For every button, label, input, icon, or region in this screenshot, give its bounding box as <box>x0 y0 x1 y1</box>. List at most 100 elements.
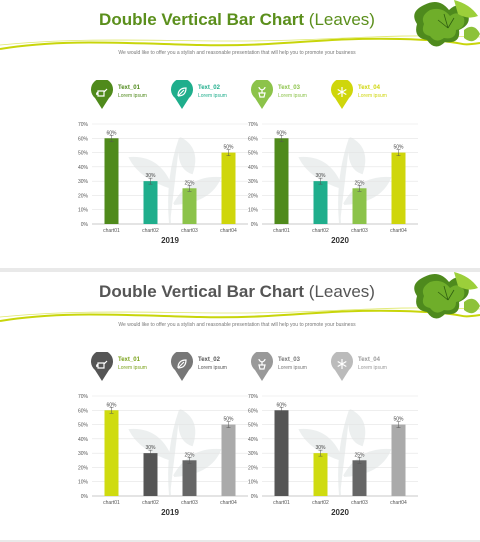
bar[interactable] <box>313 453 328 496</box>
y-tick-label: 70% <box>78 122 89 128</box>
legend-sublabel: Lorem ipsum <box>118 93 147 99</box>
y-tick-label: 20% <box>248 193 259 199</box>
x-tick-label: chart03 <box>351 500 368 506</box>
watering-can-icon <box>91 352 113 381</box>
subtitle: We would like to offer you a stylish and… <box>118 322 356 328</box>
legend-label: Text_02 <box>198 357 220 363</box>
y-tick-label: 30% <box>248 179 259 185</box>
x-tick-label: chart04 <box>220 500 237 506</box>
y-tick-label: 0% <box>81 494 89 500</box>
y-tick-label: 10% <box>248 208 259 214</box>
legend-item-3: Text_03 Lorem ipsum <box>250 352 310 382</box>
data-label: 60% <box>276 402 287 408</box>
y-tick-label: 50% <box>248 151 259 157</box>
slide-1[interactable]: Double Vertical Bar Chart (Leaves) We wou… <box>0 0 480 268</box>
y-tick-label: 10% <box>248 480 259 486</box>
leaf-icon <box>171 80 193 109</box>
y-tick-label: 70% <box>248 122 259 128</box>
leaves-decoration-icon <box>414 272 480 319</box>
chart-year-label: 2019 <box>161 236 179 245</box>
data-label: 50% <box>223 417 234 423</box>
data-label: 50% <box>393 417 404 423</box>
slide-2[interactable]: Double Vertical Bar Chart (Leaves) We wou… <box>0 272 480 540</box>
y-tick-label: 30% <box>78 451 89 457</box>
x-tick-label: chart04 <box>390 228 407 234</box>
error-bar <box>318 449 323 457</box>
error-bar <box>187 185 192 192</box>
error-bar <box>357 457 362 464</box>
data-label: 25% <box>354 180 365 186</box>
chart-year-label: 2020 <box>331 508 349 517</box>
y-tick-label: 20% <box>248 465 259 471</box>
title-main: Double Vertical Bar Chart <box>99 10 305 29</box>
watering-can-icon <box>91 80 113 109</box>
bar-chart: 0% 10% 20% 30% 40% 50% 60% 70% 60% chart01 30% char… <box>78 394 248 506</box>
y-tick-label: 40% <box>78 437 89 443</box>
legend-sublabel: Lorem ipsum <box>358 365 387 371</box>
data-label: 25% <box>184 180 195 186</box>
bar[interactable] <box>391 424 406 496</box>
decorative-wave-line <box>0 35 480 50</box>
subtitle: We would like to offer you a stylish and… <box>118 50 356 56</box>
bar[interactable] <box>182 460 197 496</box>
data-label: 30% <box>315 445 326 451</box>
y-tick-label: 20% <box>78 465 89 471</box>
y-tick-label: 10% <box>78 480 89 486</box>
bar[interactable] <box>182 188 197 224</box>
bar[interactable] <box>143 453 158 496</box>
bar[interactable] <box>274 138 289 224</box>
legend-label: Text_04 <box>358 357 380 363</box>
plant-pot-icon <box>251 352 273 381</box>
decorative-wave-line <box>0 307 480 322</box>
y-tick-label: 30% <box>78 179 89 185</box>
data-label: 50% <box>223 145 234 151</box>
bar[interactable] <box>274 410 289 496</box>
y-tick-label: 40% <box>248 437 259 443</box>
bar[interactable] <box>104 410 119 496</box>
bar[interactable] <box>313 181 328 224</box>
data-label: 50% <box>393 145 404 151</box>
bar[interactable] <box>104 138 119 224</box>
page-title: Double Vertical Bar Chart (Leaves) <box>0 10 474 30</box>
bar[interactable] <box>352 188 367 224</box>
bar[interactable] <box>221 152 236 224</box>
x-tick-label: chart01 <box>103 228 120 234</box>
chart-year-label: 2020 <box>331 236 349 245</box>
leaf-icon <box>171 352 193 381</box>
bar[interactable] <box>352 460 367 496</box>
legend-label: Text_01 <box>118 357 140 363</box>
plant-pot-icon <box>251 80 273 109</box>
x-tick-label: chart03 <box>181 500 198 506</box>
bar[interactable] <box>221 424 236 496</box>
x-tick-label: chart02 <box>142 228 159 234</box>
data-label: 30% <box>145 445 156 451</box>
error-bar <box>318 177 323 185</box>
error-bar <box>148 177 153 185</box>
bar-chart: 0% 10% 20% 30% 40% 50% 60% 70% 60% chart01 30% char… <box>248 394 418 506</box>
data-label: 60% <box>106 402 117 408</box>
y-tick-label: 0% <box>251 494 259 500</box>
error-bar <box>396 421 401 428</box>
leaves-decoration-icon <box>414 0 480 47</box>
error-bar <box>226 149 231 156</box>
legend-item-2: Text_02 Lorem ipsum <box>170 80 230 110</box>
bar[interactable] <box>143 181 158 224</box>
legend-sublabel: Lorem ipsum <box>358 93 387 99</box>
leaf-watermark-icon <box>298 409 392 496</box>
bar-chart: 0% 10% 20% 30% 40% 50% 60% 70% 60% chart01 30% char… <box>78 122 248 234</box>
y-tick-label: 70% <box>78 394 89 400</box>
legend-item-2: Text_02 Lorem ipsum <box>170 352 230 382</box>
bar[interactable] <box>391 152 406 224</box>
legend-label: Text_03 <box>278 357 300 363</box>
error-bar <box>109 135 114 142</box>
y-tick-label: 40% <box>78 165 89 171</box>
x-tick-label: chart04 <box>390 500 407 506</box>
y-tick-label: 40% <box>248 165 259 171</box>
legend-sublabel: Lorem ipsum <box>198 93 227 99</box>
x-tick-label: chart03 <box>351 228 368 234</box>
page-title: Double Vertical Bar Chart (Leaves) <box>0 282 474 302</box>
y-tick-label: 50% <box>248 423 259 429</box>
leaf-watermark-icon <box>298 137 392 224</box>
legend-label: Text_01 <box>118 85 140 91</box>
